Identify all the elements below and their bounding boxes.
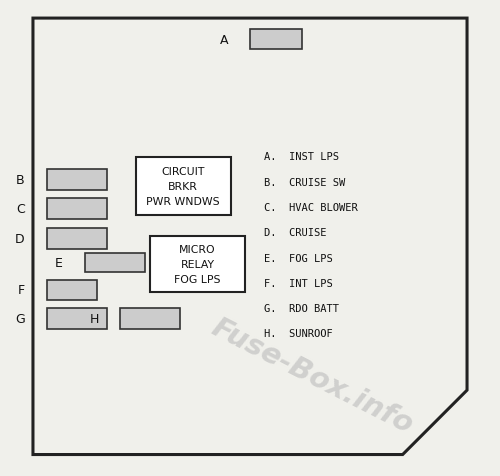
Bar bbox=[48, 308, 107, 329]
Bar bbox=[136, 158, 231, 215]
Polygon shape bbox=[33, 19, 467, 455]
Text: E: E bbox=[55, 256, 63, 269]
Text: MICRO
RELAY
FOG LPS: MICRO RELAY FOG LPS bbox=[174, 245, 221, 285]
Text: H.  SUNROOF: H. SUNROOF bbox=[264, 329, 333, 338]
Text: B: B bbox=[16, 173, 25, 187]
Text: F.  INT LPS: F. INT LPS bbox=[264, 278, 333, 288]
Text: A.  INST LPS: A. INST LPS bbox=[264, 152, 340, 162]
Text: Fuse-Box.info: Fuse-Box.info bbox=[206, 313, 418, 439]
Text: C: C bbox=[16, 203, 25, 216]
Text: A: A bbox=[220, 33, 228, 47]
Bar bbox=[48, 228, 107, 249]
Bar bbox=[48, 281, 98, 300]
Text: F: F bbox=[18, 284, 25, 297]
Text: H: H bbox=[90, 312, 99, 326]
Bar bbox=[150, 237, 245, 293]
Text: CIRCUIT
BRKR
PWR WNDWS: CIRCUIT BRKR PWR WNDWS bbox=[146, 167, 220, 207]
Bar bbox=[120, 308, 180, 329]
Text: B.  CRUISE SW: B. CRUISE SW bbox=[264, 178, 345, 187]
Text: D: D bbox=[15, 232, 25, 246]
Text: E.  FOG LPS: E. FOG LPS bbox=[264, 253, 333, 263]
Bar bbox=[48, 199, 107, 220]
Text: G: G bbox=[15, 312, 25, 326]
Bar bbox=[250, 30, 302, 50]
Text: G.  RDO BATT: G. RDO BATT bbox=[264, 304, 340, 313]
Bar bbox=[86, 253, 145, 272]
Text: D.  CRUISE: D. CRUISE bbox=[264, 228, 327, 238]
Text: C.  HVAC BLOWER: C. HVAC BLOWER bbox=[264, 203, 358, 212]
Bar bbox=[48, 169, 107, 190]
